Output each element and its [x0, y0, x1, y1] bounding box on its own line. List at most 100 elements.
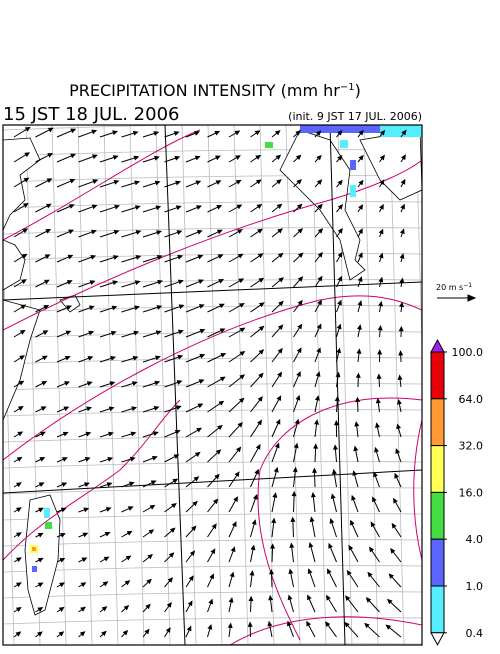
- wind-head: [213, 524, 216, 528]
- wind-head: [216, 181, 220, 184]
- wind-head: [17, 608, 21, 611]
- wind-head: [131, 457, 135, 460]
- wind-head: [134, 156, 138, 159]
- wind-head: [40, 483, 44, 486]
- parallel: [3, 514, 422, 520]
- wind-head: [219, 401, 223, 404]
- wind-head: [107, 483, 111, 486]
- wind-head: [195, 132, 199, 135]
- wind-head: [41, 432, 45, 435]
- wind-head: [218, 255, 222, 258]
- wind-head: [81, 583, 85, 586]
- wind-head: [290, 544, 293, 548]
- wind-head: [129, 507, 133, 510]
- wind-head: [275, 468, 278, 472]
- wind-head: [156, 356, 160, 359]
- wind-head: [218, 230, 222, 233]
- wind-head: [399, 351, 402, 355]
- parallel: [3, 176, 422, 182]
- wind-head: [401, 229, 404, 233]
- wind-head: [268, 622, 271, 626]
- wind-head: [112, 306, 116, 309]
- wind-head: [229, 598, 232, 602]
- wind-head: [277, 396, 280, 400]
- colorbar-bin: [431, 539, 444, 586]
- wind-head: [315, 420, 318, 424]
- title-text: PRECIPITATION INTENSITY (mm hr: [69, 81, 340, 100]
- wind-head: [114, 256, 118, 259]
- wind-head: [17, 558, 21, 561]
- wind-head: [155, 181, 159, 184]
- wind-head: [198, 255, 202, 258]
- wind-head: [82, 558, 86, 561]
- colorbar-bin: [431, 492, 444, 539]
- wind-head: [398, 376, 401, 380]
- wind-head: [104, 557, 108, 560]
- parallel: [3, 488, 422, 494]
- wind-head: [85, 483, 89, 486]
- wind-head: [298, 348, 301, 352]
- wind-head: [177, 206, 181, 209]
- wind-head: [40, 458, 44, 461]
- wind-head: [338, 325, 341, 329]
- wind-head: [310, 518, 313, 522]
- wind-head: [18, 457, 22, 460]
- wind-head: [149, 530, 153, 533]
- wind-head: [259, 278, 263, 281]
- colorbar-label: 4.0: [466, 533, 484, 546]
- wind-head: [150, 505, 154, 508]
- wind-head: [18, 432, 22, 435]
- wind-head: [105, 533, 109, 536]
- wind-head: [86, 432, 90, 435]
- wind-head: [132, 407, 136, 410]
- wind-head: [276, 444, 279, 448]
- wind-head: [237, 205, 241, 208]
- reference-vector: [437, 295, 475, 301]
- wind-head: [71, 129, 75, 132]
- colorbar-label: 0.4: [466, 627, 484, 640]
- wind-head: [60, 583, 64, 586]
- parallel: [3, 566, 422, 572]
- wind-head: [359, 229, 362, 233]
- wind-head: [190, 576, 193, 580]
- wind-head: [158, 256, 162, 259]
- wind-head: [89, 331, 93, 334]
- colorbar-label: 32.0: [459, 440, 484, 453]
- wind-head: [298, 325, 301, 329]
- wind-head: [175, 156, 179, 159]
- wind-head: [269, 596, 272, 600]
- wind-head: [110, 382, 114, 385]
- wind-head: [23, 229, 27, 232]
- wind-head: [127, 531, 131, 534]
- wind-head: [374, 473, 377, 477]
- wind-head: [309, 543, 312, 547]
- wind-head: [179, 280, 183, 283]
- title-end: ): [355, 81, 361, 100]
- wind-head: [378, 350, 381, 354]
- wind-head: [215, 131, 219, 134]
- wind-head: [399, 327, 402, 331]
- wind-head: [189, 601, 192, 605]
- wind-head: [296, 396, 299, 400]
- meridian: [130, 125, 144, 645]
- wind-head: [216, 156, 220, 159]
- wind-head: [398, 400, 401, 404]
- wind-head: [152, 481, 156, 484]
- meridian: [468, 125, 482, 645]
- wind-head: [155, 156, 159, 159]
- wind-head: [199, 280, 203, 283]
- wind-head: [314, 444, 317, 448]
- map-area: [0, 124, 500, 650]
- wind-head: [236, 156, 240, 159]
- wind-head: [397, 425, 400, 429]
- wind-head: [249, 597, 252, 601]
- wind-head: [351, 521, 354, 525]
- wind-head: [256, 155, 260, 158]
- wind-head: [353, 471, 356, 475]
- meridian: [286, 125, 300, 645]
- wind-head: [313, 469, 316, 473]
- wind-head: [235, 131, 239, 134]
- wind-head: [231, 573, 234, 577]
- wind-head: [90, 281, 94, 284]
- wind-head: [167, 628, 170, 632]
